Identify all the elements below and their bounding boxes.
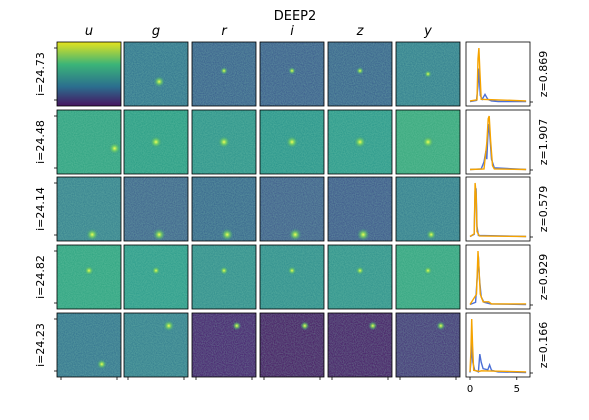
figure-title: DEEP2 (274, 9, 317, 24)
row-magnitude-label: i=24.14 (34, 187, 47, 231)
row-redshift-label: z=0.869 (537, 51, 550, 97)
row-5: i=24.230 5z=0.166 (34, 312, 550, 395)
pdf-orange-series (469, 115, 527, 171)
row-magnitude-label: i=24.82 (34, 255, 47, 299)
cutout-z (327, 109, 393, 175)
row-magnitude-label: i=24.73 (34, 52, 47, 96)
pdf-orange-series (469, 318, 527, 373)
row-magnitude-label: i=24.48 (34, 120, 47, 164)
cutout-i (259, 312, 325, 380)
cutout-z (327, 312, 393, 380)
row-3: i=24.14 z=0.579 (34, 176, 550, 242)
band-label-z: z (356, 24, 365, 39)
cutout-y (395, 109, 461, 175)
cutout-u (56, 41, 122, 107)
cutout-y (395, 176, 461, 242)
cutout-i (259, 109, 325, 175)
cutout-u (56, 109, 122, 175)
redshift-pdf-panel (465, 176, 533, 242)
cutout-g (123, 244, 189, 310)
row-4: i=24.82 z=0.929 (34, 244, 550, 310)
cutout-r (191, 176, 257, 242)
cutout-g (123, 176, 189, 242)
cutout-r (191, 41, 257, 107)
cutout-y (395, 312, 461, 380)
row-redshift-label: z=1.907 (537, 119, 550, 165)
cutout-i (259, 244, 325, 310)
band-label-r: r (221, 24, 228, 39)
band-label-g: g (152, 24, 160, 39)
row-redshift-label: z=0.579 (537, 186, 550, 232)
cutout-u (56, 176, 122, 242)
cutout-z (327, 244, 393, 310)
cutout-g (123, 41, 189, 107)
cutout-r (191, 244, 257, 310)
row-2: i=24.48 z=1.907 (34, 109, 550, 175)
pdf-orange-series (469, 47, 527, 102)
cutout-z (327, 176, 393, 242)
pdf-orange-series (469, 250, 527, 305)
cutout-r (191, 312, 257, 380)
pdf-orange-series (469, 182, 527, 238)
redshift-pdf-panel (465, 109, 533, 175)
row-redshift-label: z=0.166 (537, 322, 550, 368)
cutout-y (395, 244, 461, 310)
cutout-i (259, 41, 325, 107)
cutout-y (395, 41, 461, 107)
band-label-i: i (290, 24, 294, 39)
band-label-u: u (85, 24, 93, 39)
x-tick-label: 5 (514, 384, 520, 395)
cutout-g (123, 109, 189, 175)
row-magnitude-label: i=24.23 (34, 323, 47, 367)
redshift-pdf-panel (465, 244, 533, 310)
x-tick-label: 0 (467, 384, 473, 395)
cutout-i (259, 176, 325, 242)
redshift-pdf-panel (465, 41, 533, 107)
row-1: i=24.73 z=0.869 (34, 41, 550, 107)
cutout-u (56, 312, 122, 380)
row-redshift-label: z=0.929 (537, 254, 550, 300)
band-label-y: y (423, 24, 432, 39)
cutout-u (56, 244, 122, 310)
cutout-r (191, 109, 257, 175)
cutout-z (327, 41, 393, 107)
cutout-g (123, 312, 189, 380)
